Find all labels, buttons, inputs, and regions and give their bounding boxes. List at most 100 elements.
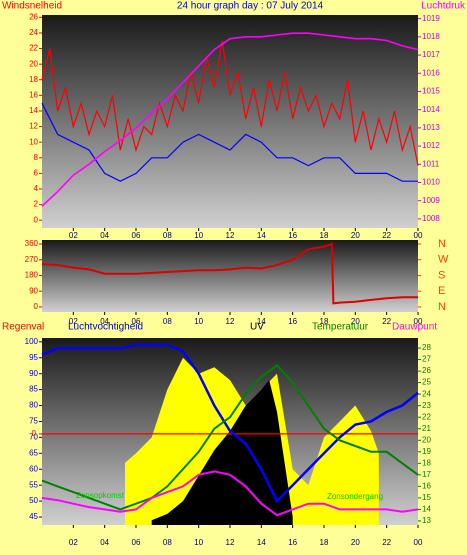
y2-tick-label: 20 [422,435,431,444]
y-tick-label: 75 [29,417,38,426]
x-tick-label: 00 [414,231,423,240]
x-tick-label: 04 [100,231,109,240]
y-tick-label: 80 [29,401,38,410]
y-tick-label: 16 [29,90,38,99]
line [41,242,418,305]
y2-tick-label: 21 [422,424,431,433]
y2-tick-label: 27 [422,355,431,364]
y-tick-label: 85 [29,385,38,394]
y-tick-label: 90 [29,286,38,295]
x-tick-label: 14 [257,317,266,326]
y2-tick-label: 19 [422,447,431,456]
y2-tick-label: 25 [422,378,431,387]
x-tick-label: 10 [194,317,203,326]
x-tick-label: 22 [382,538,391,547]
plot-background [42,15,418,228]
y-tick-label: 60 [29,464,38,473]
y-tick-label: 20 [29,59,38,68]
y-tick-label: 8 [34,153,39,162]
x-tick-label: 20 [351,538,360,547]
x-tick-label: 06 [132,317,141,326]
y-tick-label: 50 [29,496,38,505]
x-tick-label: 16 [288,317,297,326]
y2-tick-label: 1012 [422,141,440,150]
y-tick-label: 45 [29,512,38,521]
y-tick-label: 22 [29,44,38,53]
y2-tick-label: 16 [422,481,431,490]
y2-tick-label: S [438,269,445,281]
y-axis-label: Windsnelheid [2,1,62,12]
x-tick-label: 18 [320,231,329,240]
y2-axis-label: Luchtdruk [421,1,466,12]
y-tick-label: 24 [29,28,38,37]
x-tick-label: 12 [226,538,235,547]
y-tick-label: 0 [34,215,39,224]
y2-tick-label: 1008 [422,214,440,223]
y2-tick-label: N [438,238,446,250]
x-tick-label: 00 [414,538,423,547]
x-tick-label: 14 [257,231,266,240]
x-tick-label: 22 [382,231,391,240]
y2-tick-label: 1010 [422,178,440,187]
y-tick-label: 14 [29,106,38,115]
x-tick-label: 08 [163,317,172,326]
line [41,363,419,511]
x-tick-label: 02 [69,538,78,547]
y-tick-label: 26 [29,12,38,21]
x-tick-label: 12 [226,317,235,326]
x-tick-label: 12 [226,231,235,240]
y2-tick-label: 23 [422,401,431,410]
y-tick-label: 2 [34,200,39,209]
x-tick-label: 02 [69,317,78,326]
x-tick-label: 00 [414,317,423,326]
x-tick-label: 06 [132,231,141,240]
y2-tick-label: 1013 [422,123,440,132]
x-tick-label: 10 [194,231,203,240]
y2-tick-label: W [438,254,449,266]
header-label: Dauwpunt [392,322,437,333]
area [151,380,293,525]
y-tick-label: 0 [34,302,39,311]
y2-tick-label: 22 [422,412,431,421]
y-tick-label: 270 [25,255,39,264]
y-tick-label: 360 [25,239,39,248]
y2-tick-label: 14 [422,505,431,514]
annotation: Zonsondergang [327,492,383,501]
y2-tick-label: 13 [422,516,431,525]
y2-tick-label: 15 [422,493,431,502]
y2-tick-label: 1016 [422,68,440,77]
line [41,343,419,504]
x-tick-label: 08 [163,231,172,240]
x-tick-label: 10 [194,538,203,547]
x-tick-label: 04 [100,317,109,326]
y-tick-label: 10 [29,137,38,146]
x-tick-label: 06 [132,538,141,547]
x-tick-label: 20 [351,317,360,326]
y2-tick-label: 1014 [422,105,440,114]
y-tick-label: 100 [25,337,39,346]
x-tick-label: 16 [288,231,297,240]
header-label: Regenval [2,322,44,333]
x-tick-label: 18 [320,538,329,547]
header-label: Luchtvochtigheid [68,322,143,333]
y2-tick-label: 1017 [422,50,440,59]
y2-tick-label: N [438,301,446,313]
x-tick-label: 20 [351,231,360,240]
y-tick-label: 55 [29,480,38,489]
x-tick-label: 04 [100,538,109,547]
y2-tick-label: E [438,285,445,297]
line [41,470,419,517]
x-tick-label: 16 [288,538,297,547]
y2-tick-label: 1018 [422,32,440,41]
chart-title: 24 hour graph day : 07 July 2014 [177,1,324,12]
x-tick-label: 22 [382,317,391,326]
annotation: Zonsopkomst [76,491,125,500]
header-label: UV [250,322,264,333]
y-tick-label: 12 [29,122,38,131]
y2-tick-label: 1011 [422,159,440,168]
line [41,102,418,182]
y2-tick-label: 1009 [422,196,440,205]
y3-tick-label: 0 [32,429,37,438]
y-tick-label: 95 [29,353,38,362]
